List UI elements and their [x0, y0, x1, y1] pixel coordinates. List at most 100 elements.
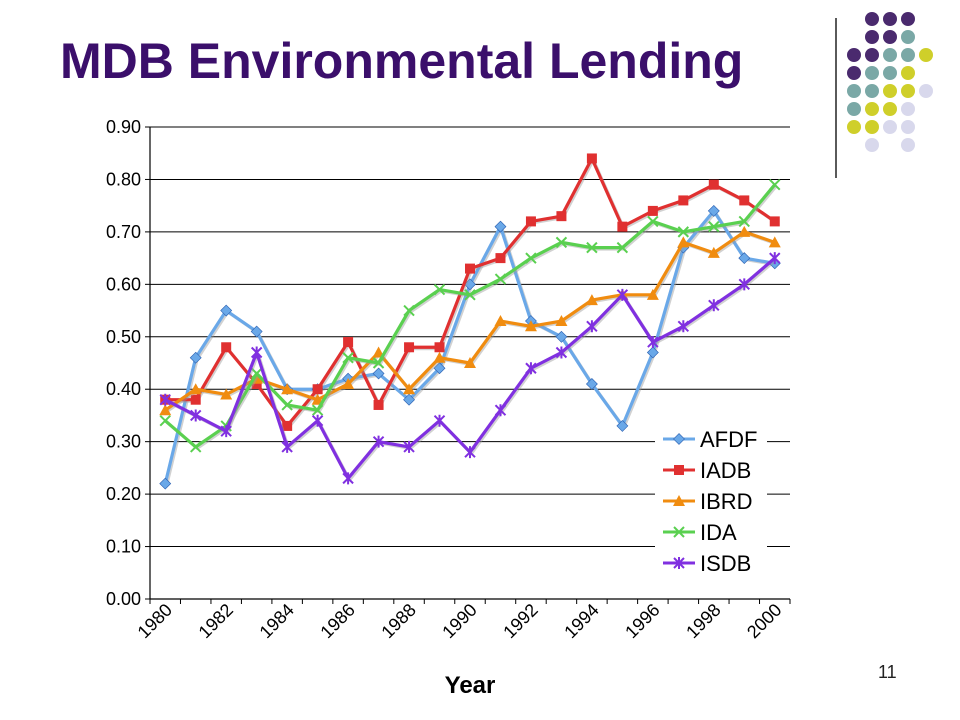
data-point: [768, 236, 781, 248]
legend-label: ISDB: [700, 551, 751, 576]
data-point: [585, 378, 598, 390]
data-point: [555, 315, 568, 327]
data-point: [708, 179, 719, 190]
legend-item-iadb: IADB: [663, 458, 751, 483]
series-line: [164, 183, 776, 449]
data-point: [494, 220, 507, 233]
series-iadb: [160, 153, 780, 431]
data-point: [646, 288, 659, 300]
data-point: [647, 336, 659, 349]
decorative-dot: [865, 138, 879, 152]
decorative-dot: [865, 102, 879, 116]
data-point: [616, 288, 629, 301]
data-point: [251, 378, 262, 389]
data-point: [433, 351, 446, 363]
y-tick-label: 0.90: [106, 117, 141, 137]
data-point: [220, 388, 233, 400]
data-point: [159, 414, 171, 427]
data-point: [616, 241, 629, 254]
series-isdb: [159, 252, 781, 485]
data-point: [708, 299, 720, 312]
decorative-dot: [847, 84, 861, 98]
decorative-dot: [865, 66, 879, 80]
x-tick-label: 1994: [560, 600, 602, 642]
data-point: [769, 216, 780, 227]
decorative-dot: [883, 48, 897, 62]
series-shadow: [165, 185, 778, 450]
decorative-dot: [901, 120, 915, 134]
data-point: [312, 384, 323, 395]
data-point: [707, 246, 720, 258]
data-point: [190, 441, 202, 453]
x-tick-label: 1986: [316, 600, 358, 642]
data-point: [647, 205, 658, 216]
legend-label: IDA: [700, 520, 737, 545]
decorative-dot: [919, 84, 933, 98]
series-ida: [159, 178, 781, 453]
data-point: [647, 215, 659, 228]
data-point: [433, 414, 446, 427]
legend-item-isdb: ISDB: [663, 551, 751, 576]
data-point: [250, 367, 263, 380]
data-point: [433, 283, 446, 296]
data-point: [495, 253, 506, 264]
data-point: [494, 404, 507, 417]
y-tick-label: 0.30: [106, 432, 141, 452]
data-point: [434, 342, 445, 353]
decorative-dot: [901, 138, 915, 152]
data-point: [189, 351, 202, 364]
data-point: [708, 220, 720, 233]
decorative-dot: [865, 30, 879, 44]
decorative-dot: [883, 102, 897, 116]
data-point: [373, 399, 384, 410]
x-tick-label: 1990: [438, 600, 480, 642]
decorative-dot: [883, 66, 897, 80]
y-tick-label: 0.40: [106, 379, 141, 399]
data-point: [281, 440, 293, 453]
data-point: [342, 472, 354, 485]
y-tick-label: 0.80: [106, 169, 141, 189]
chart-legend: AFDF IADB IBRD IDA ISDB: [655, 424, 767, 586]
data-point: [678, 195, 689, 206]
data-point: [403, 440, 415, 453]
x-tick-label: 1988: [377, 600, 419, 642]
decorative-dot: [865, 48, 879, 62]
y-tick-label: 0.70: [106, 222, 141, 242]
data-point: [343, 337, 354, 348]
legend-label: IADB: [700, 458, 751, 483]
data-point: [525, 252, 537, 264]
decorative-dot: [865, 120, 879, 134]
data-point: [586, 320, 598, 333]
decorative-dot: [883, 12, 897, 26]
data-point: [525, 362, 537, 375]
x-tick-label: 1982: [195, 600, 237, 642]
data-point: [616, 420, 629, 432]
data-point: [311, 404, 324, 416]
data-point: [433, 362, 446, 375]
data-point: [159, 404, 172, 416]
legend-label: IBRD: [700, 489, 753, 514]
decorative-dot: [847, 66, 861, 80]
data-point: [677, 226, 690, 238]
y-tick-label: 0.20: [106, 484, 141, 504]
decorative-dot: [865, 84, 879, 98]
data-point: [190, 394, 201, 405]
decorative-dot: [901, 48, 915, 62]
data-point: [189, 383, 202, 395]
data-point: [311, 414, 324, 427]
data-point: [494, 315, 507, 327]
legend-item-ibrd: IBRD: [663, 489, 753, 514]
data-point: [464, 357, 476, 368]
data-point: [673, 557, 685, 569]
data-point: [403, 304, 415, 317]
slide-title: MDB Environmental Lending: [60, 33, 744, 89]
y-tick-label: 0.60: [106, 274, 141, 294]
data-point: [738, 225, 751, 237]
data-point: [586, 153, 597, 164]
data-point: [464, 278, 476, 291]
x-tick-label: 2000: [743, 600, 785, 642]
data-point: [739, 195, 750, 206]
y-tick-label: 0.10: [106, 537, 141, 557]
title-divider-line: [835, 18, 837, 178]
legend-label: AFDF: [700, 427, 757, 452]
